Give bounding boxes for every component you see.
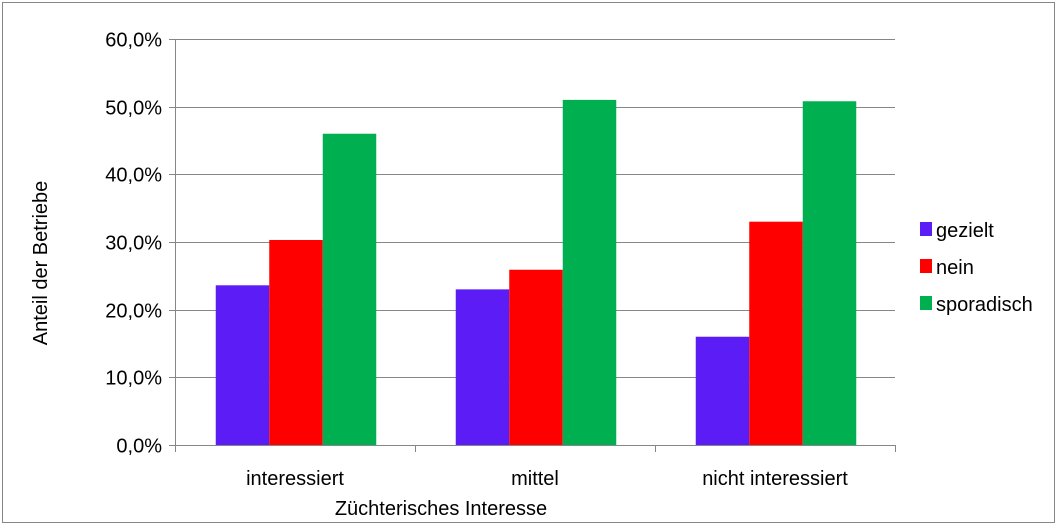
legend: gezielt nein sporadisch	[920, 220, 1033, 316]
axes	[175, 39, 895, 446]
legend-swatch-sporadisch	[920, 296, 932, 310]
bar-nein-0	[269, 239, 323, 445]
legend-swatch-nein	[920, 259, 932, 273]
legend-swatch-gezielt	[920, 222, 932, 236]
x-tick-labels: interessiert mittel nicht interessiert	[246, 468, 848, 490]
x-tick-label: mittel	[511, 468, 559, 490]
bar-sporadisch-2	[802, 101, 857, 446]
bar-gezielt-0	[215, 285, 270, 445]
legend-label-sporadisch: sporadisch	[936, 294, 1033, 316]
y-tick-label: 40,0%	[105, 165, 162, 187]
y-axis-title: Anteil der Betriebe	[30, 181, 52, 346]
y-tick-label: 10,0%	[105, 368, 162, 390]
bars	[215, 99, 857, 446]
y-tick-labels: 0,0% 10,0% 20,0% 30,0% 40,0% 50,0% 60,0%	[105, 30, 162, 458]
bar-gezielt-1	[455, 289, 510, 445]
bar-gezielt-2	[695, 336, 750, 445]
y-tick-label: 60,0%	[105, 30, 162, 52]
legend-label-gezielt: gezielt	[936, 220, 994, 242]
bar-nein-1	[509, 269, 563, 445]
y-tick-label: 50,0%	[105, 98, 162, 120]
bar-nein-2	[749, 221, 803, 445]
y-tick-label: 30,0%	[105, 233, 162, 255]
x-tick-label: interessiert	[246, 468, 344, 490]
x-tick-label: nicht interessiert	[702, 468, 848, 490]
bar-sporadisch-1	[562, 99, 617, 446]
bar-sporadisch-0	[322, 133, 377, 445]
legend-label-nein: nein	[936, 257, 974, 279]
x-axis-title: Züchterisches Interesse	[335, 498, 547, 520]
y-tick-label: 0,0%	[116, 436, 162, 458]
y-tick-label: 20,0%	[105, 301, 162, 323]
